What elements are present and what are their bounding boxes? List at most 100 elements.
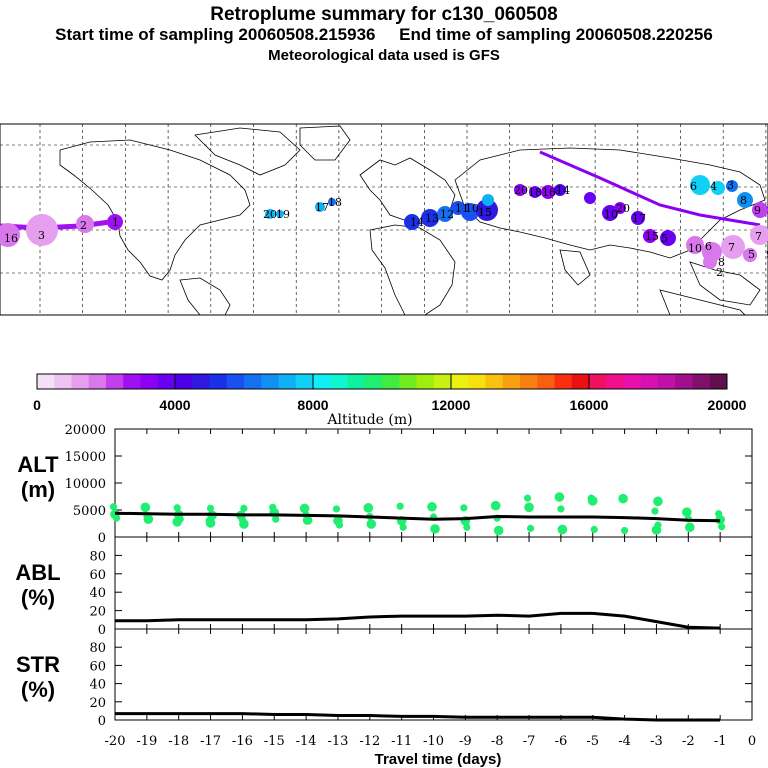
x-tick-label: -14	[296, 734, 317, 749]
y-tick-label: 0	[98, 531, 106, 546]
plume-cluster-label: 8	[740, 194, 747, 207]
colorbar-swatch	[71, 374, 90, 389]
plume-cluster	[726, 180, 738, 192]
alt-cluster-point	[427, 501, 437, 512]
plume-track-asia	[539, 150, 761, 227]
colorbar-ticks: 0 4000 8000 12000 16000 20000	[33, 374, 747, 413]
plume-cluster	[703, 255, 717, 269]
plume-cluster	[752, 202, 768, 218]
plume-cluster-label: 14	[556, 184, 570, 197]
plume-cluster	[584, 192, 596, 204]
y-tick-label: 0	[98, 714, 106, 729]
alt-cluster-point	[718, 523, 726, 531]
plume-cluster	[737, 192, 753, 208]
series-line	[114, 511, 721, 523]
plume-cluster-label: 1	[112, 216, 119, 229]
colorbar-tick-label: 4000	[159, 397, 190, 413]
panel-label: STR	[16, 652, 60, 677]
colorbar-swatch	[261, 374, 279, 389]
colorbar-swatch	[502, 374, 521, 389]
plume-cluster-label: 10	[465, 202, 479, 215]
x-tick-label: -16	[232, 734, 253, 749]
alt-cluster-point	[299, 503, 310, 514]
plume-cluster	[711, 181, 725, 195]
colorbar-swatch	[209, 374, 228, 389]
colorbar-swatch	[88, 374, 107, 389]
plume-cluster	[643, 229, 657, 243]
alt-cluster-point	[587, 496, 598, 506]
x-tick-label: -15	[264, 734, 285, 749]
alt-cluster-point	[557, 505, 565, 513]
plume-cluster-label: 10	[604, 208, 618, 221]
colorbar-swatch	[468, 374, 486, 389]
colorbar-swatch	[433, 374, 452, 389]
plume-cluster	[631, 211, 645, 225]
colorbar-swatch	[675, 374, 693, 389]
colorbar-swatch	[640, 374, 659, 389]
alt-cluster-point	[396, 502, 404, 510]
colorbar-swatch	[192, 374, 210, 389]
plume-cluster	[76, 215, 94, 233]
plume-cluster	[541, 185, 555, 199]
y-tick-label: 40	[89, 678, 106, 693]
colorbar-swatch	[520, 374, 538, 389]
series-line	[115, 611, 721, 630]
alt-cluster-point	[112, 514, 121, 522]
alt-cluster-point	[332, 505, 341, 513]
colorbar-tick-label: 20000	[708, 397, 747, 413]
x-tick-label: -18	[168, 734, 189, 749]
alt-cluster-point	[463, 523, 471, 531]
colorbar-swatch	[485, 374, 504, 389]
panel-label: (%)	[21, 585, 55, 610]
plume-cluster-label: 15	[645, 230, 659, 243]
alt-cluster-point	[651, 507, 659, 515]
plume-cluster-label: 12	[440, 208, 454, 221]
colorbar-swatch	[313, 374, 331, 389]
x-axis: -20 -19 -18 -17 -16 -15 -14 -13 -12 -11 -10 -9 -8 -7-…	[105, 734, 757, 749]
plume-cluster	[0, 223, 20, 247]
plume-track-west	[0, 219, 111, 231]
plume-cluster-label: 18	[528, 186, 542, 199]
x-tick-label: -1	[714, 734, 727, 749]
alt-cluster-point	[430, 524, 440, 534]
colorbar-swatch	[140, 374, 159, 389]
panel-abl: 0 20 40 60 80 ABL(%)	[15, 536, 753, 638]
alt-cluster-point	[682, 507, 692, 517]
alt-cluster-point	[302, 515, 313, 526]
y-tick-label: 5000	[73, 504, 106, 519]
plume-cluster-label: 6	[690, 180, 697, 193]
plume-cluster-label: 4	[710, 180, 717, 193]
x-tick-label: 0	[748, 734, 756, 749]
colorbar-swatch	[451, 374, 469, 389]
colorbar-swatch	[175, 374, 193, 389]
plume-cluster-label: 2	[716, 266, 723, 279]
x-tick-label: -13	[327, 734, 348, 749]
plume-cluster	[107, 214, 123, 230]
alt-cluster-point	[143, 514, 154, 524]
alt-cluster-point	[140, 502, 151, 513]
alt-cluster-point	[685, 522, 695, 533]
y-tick-label: 60	[89, 659, 106, 674]
alt-cluster-point	[399, 523, 407, 531]
x-tick-label: -5	[586, 734, 599, 749]
panel-str: 0 20 40 60 80 STR(%)	[16, 628, 753, 729]
y-tick-label: 60	[89, 568, 106, 583]
panel-label: (%)	[21, 677, 55, 702]
colorbar-swatch	[709, 374, 728, 389]
x-tick-label: -17	[200, 734, 221, 749]
colorbar-swatch	[54, 374, 72, 389]
alt-cluster-point	[590, 525, 598, 534]
colorbar-swatch	[399, 374, 417, 389]
alt-cluster-point	[172, 517, 182, 527]
alt-cluster-point	[654, 521, 662, 529]
plume-cluster	[276, 210, 284, 218]
colorbar-tick-label: 0	[33, 397, 41, 413]
plume-cluster-label: 8	[718, 256, 725, 269]
alt-cluster-point	[335, 521, 344, 529]
plume-cluster-label: 18	[328, 196, 342, 209]
series-line	[115, 712, 721, 722]
plume-cluster-label: 20	[616, 202, 630, 215]
colorbar-frame	[36, 373, 728, 390]
colorbar-swatch	[537, 374, 555, 389]
